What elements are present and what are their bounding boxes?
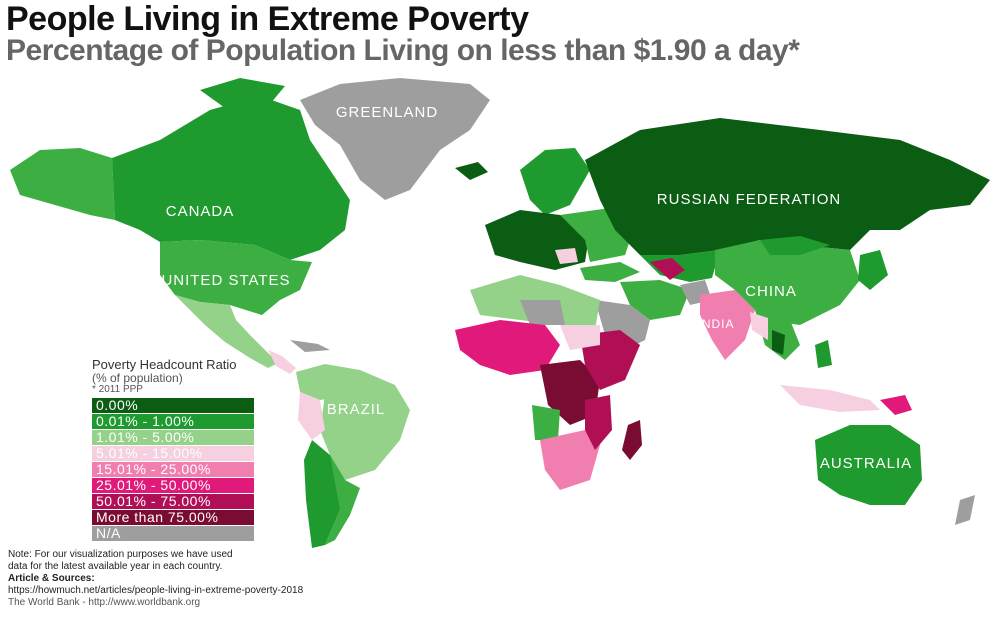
region-turkey bbox=[580, 262, 640, 282]
label-brazil: BRAZIL bbox=[327, 401, 386, 418]
note-line-2: data for the latest available year in ea… bbox=[8, 561, 223, 572]
region-middle-east bbox=[620, 280, 690, 320]
label-india: INDIA bbox=[697, 317, 734, 331]
legend-item: 50.01% - 75.00% bbox=[92, 494, 254, 509]
region-alaska bbox=[10, 148, 115, 220]
note-line-1: Note: For our visualization purposes we … bbox=[8, 549, 233, 560]
region-russia bbox=[585, 118, 990, 255]
notes: Note: For our visualization purposes we … bbox=[8, 549, 328, 609]
region-peru-bolivia bbox=[298, 392, 325, 440]
region-madagascar bbox=[622, 420, 642, 460]
region-canada-islands bbox=[200, 78, 285, 108]
label-russia: RUSSIAN FEDERATION bbox=[657, 191, 841, 208]
legend-item: 25.01% - 50.00% bbox=[92, 478, 254, 493]
legend-item: 0.00% bbox=[92, 398, 254, 413]
world-map: GREENLAND CANADA UNITED STATES BRAZIL RU… bbox=[10, 78, 990, 548]
region-india bbox=[700, 290, 755, 360]
region-papua bbox=[880, 395, 912, 415]
legend-title: Poverty Headcount Ratio bbox=[92, 357, 237, 372]
legend-item: 0.01% - 1.00% bbox=[92, 414, 254, 429]
region-iceland bbox=[455, 162, 488, 180]
label-australia: AUSTRALIA bbox=[820, 455, 912, 472]
legend-item: 15.01% - 25.00% bbox=[92, 462, 254, 477]
source-link-2[interactable]: The World Bank - http://www.worldbank.or… bbox=[8, 597, 201, 608]
region-australia bbox=[815, 425, 922, 505]
legend-item: N/A bbox=[92, 526, 254, 541]
region-central-america bbox=[268, 350, 296, 374]
region-indochina bbox=[772, 330, 785, 355]
source-link-1[interactable]: https://howmuch.net/articles/people-livi… bbox=[8, 585, 304, 596]
legend-item: 5.01% - 15.00% bbox=[92, 446, 254, 461]
map-subtitle: Percentage of Population Living on less … bbox=[6, 34, 800, 67]
region-china bbox=[715, 240, 860, 325]
region-scandinavia bbox=[520, 148, 590, 215]
region-southern-africa bbox=[540, 430, 600, 490]
region-mexico bbox=[175, 295, 280, 368]
region-mongolia bbox=[760, 236, 830, 255]
region-horn-africa bbox=[560, 325, 600, 350]
region-brazil bbox=[320, 370, 410, 480]
legend-items: 0.00% 0.01% - 1.00% 1.01% - 5.00% 5.01% - 1… bbox=[92, 398, 262, 541]
legend-item: 1.01% - 5.00% bbox=[92, 430, 254, 445]
map-title: People Living in Extreme Poverty bbox=[6, 0, 529, 38]
region-usa bbox=[160, 240, 312, 315]
region-angola bbox=[532, 405, 560, 440]
region-west-africa bbox=[455, 320, 560, 375]
legend-note: * 2011 PPP bbox=[92, 384, 143, 395]
region-philippines bbox=[815, 340, 832, 368]
region-caribbean bbox=[290, 340, 330, 352]
label-china: CHINA bbox=[745, 283, 797, 300]
region-greenland bbox=[300, 78, 490, 200]
label-greenland: GREENLAND bbox=[336, 104, 438, 121]
label-canada: CANADA bbox=[166, 203, 235, 220]
region-canada bbox=[112, 96, 350, 260]
region-mozambique bbox=[585, 395, 612, 450]
sources-heading: Article & Sources: bbox=[8, 573, 95, 584]
region-japan bbox=[858, 250, 888, 290]
region-central-asia bbox=[650, 258, 685, 280]
region-new-zealand bbox=[955, 495, 975, 525]
region-myanmar-thailand bbox=[750, 312, 768, 340]
label-united-states: UNITED STATES bbox=[161, 272, 290, 289]
legend: Poverty Headcount Ratio (% of population… bbox=[92, 358, 262, 542]
region-balkans bbox=[555, 248, 578, 264]
region-libya-sahara bbox=[520, 300, 565, 325]
region-indonesia bbox=[780, 385, 880, 412]
region-argentina bbox=[325, 455, 360, 545]
legend-subtitle: (% of population) bbox=[92, 371, 183, 385]
legend-item: More than 75.00% bbox=[92, 510, 254, 525]
